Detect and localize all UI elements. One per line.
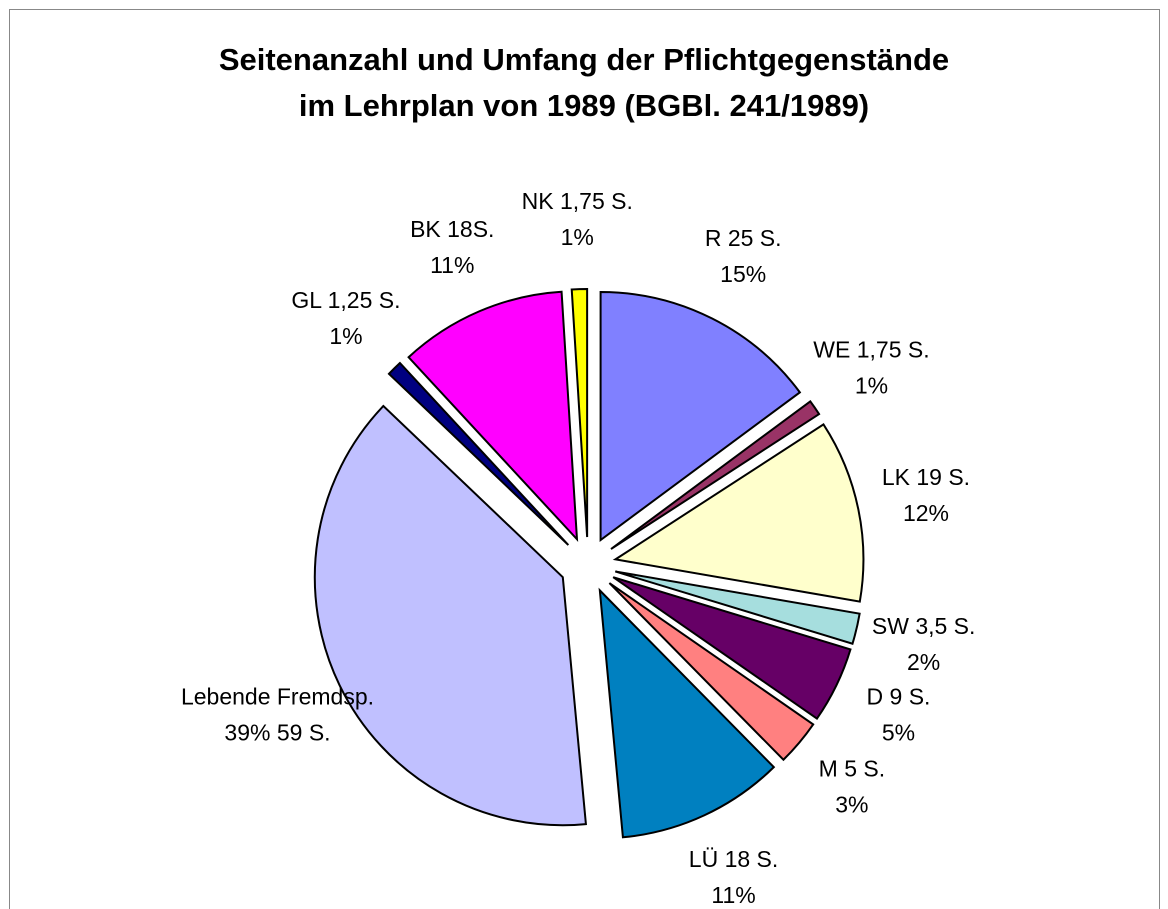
- pie-slice: [608, 582, 815, 762]
- slice-label: M 5 S.: [819, 755, 885, 781]
- slice-label: GL 1,25 S.: [291, 287, 400, 313]
- pie-slice: [313, 404, 587, 827]
- slice-value-label: 11%: [430, 252, 474, 278]
- slice-value-label: 3%: [835, 791, 868, 817]
- pie-slice: [614, 570, 861, 645]
- pie-slice: [570, 288, 589, 538]
- slice-value-label: 1%: [329, 323, 362, 349]
- slice-value-label: 15%: [720, 261, 766, 287]
- slice-value-label: 2%: [907, 649, 940, 675]
- slice-label: D 9 S.: [867, 683, 931, 709]
- slice-label: LK 19 S.: [882, 464, 970, 490]
- pie-slice: [599, 290, 802, 542]
- slice-value-label: 5%: [882, 719, 915, 745]
- slice-label: LÜ 18 S.: [689, 846, 779, 872]
- pie-slice: [612, 576, 852, 720]
- chart-subtitle: im Lehrplan von 1989 (BGBl. 241/1989): [299, 88, 869, 123]
- slice-label: WE 1,75 S.: [813, 336, 929, 362]
- slice-label: BK 18S.: [410, 216, 494, 242]
- slice-value-label: 12%: [903, 500, 949, 526]
- slice-value-label: 1%: [561, 224, 594, 250]
- slice-label: R 25 S.: [705, 225, 782, 251]
- slice-value-label: 11%: [711, 882, 755, 908]
- slice-label: NK 1,75 S.: [522, 188, 633, 214]
- pie-slice: [407, 290, 579, 542]
- pie-slice: [610, 400, 821, 550]
- pie-slice: [612, 423, 865, 603]
- pie-slice: [598, 587, 776, 839]
- slice-label: Lebende Fremdsp.: [181, 683, 374, 709]
- pie-slice: [387, 361, 570, 546]
- slice-label: SW 3,5 S.: [872, 613, 976, 639]
- slice-value-label: 1%: [855, 372, 888, 398]
- slice-value-label: 39% 59 S.: [224, 719, 330, 745]
- chart-title: Seitenanzahl und Umfang der Pflichtgegen…: [219, 42, 949, 77]
